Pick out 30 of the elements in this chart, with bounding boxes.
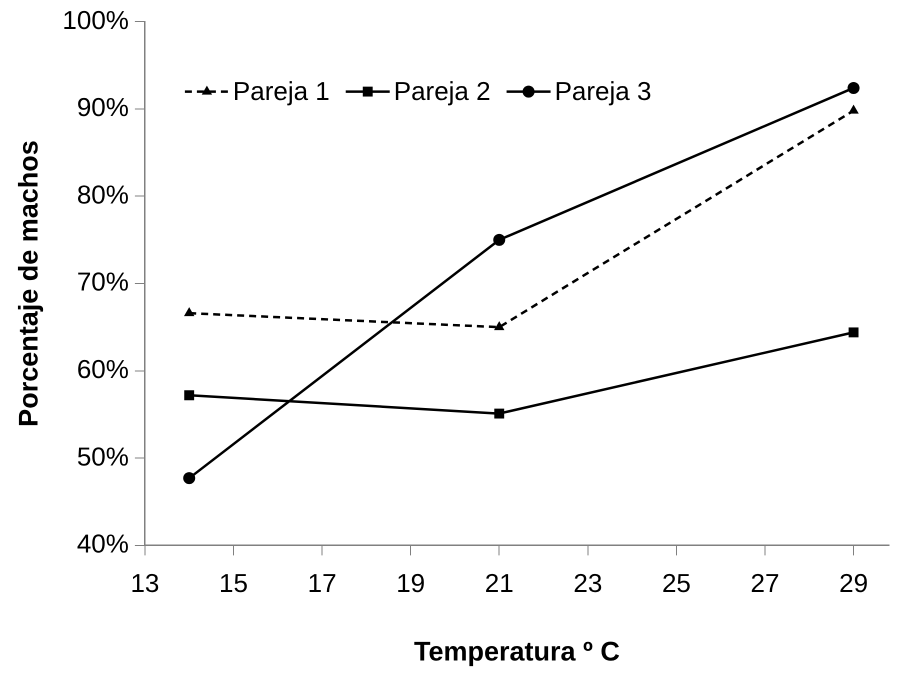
x-tick-label: 13	[130, 568, 160, 598]
point	[848, 327, 859, 338]
y-tick-label: 90%	[76, 92, 129, 122]
point	[848, 82, 860, 94]
legend-label: Pareja 1	[232, 76, 330, 106]
y-tick-label: 70%	[76, 266, 129, 297]
x-tick-label: 27	[750, 568, 780, 598]
x-tick-label: 25	[662, 568, 691, 598]
legend-label: Pareja 3	[554, 76, 652, 106]
y-tick-label: 100%	[62, 4, 129, 35]
legend-label: Pareja 2	[394, 76, 491, 106]
x-tick-label: 15	[219, 568, 248, 598]
point	[493, 234, 506, 246]
y-tick-label: 40%	[76, 528, 129, 559]
point	[494, 408, 504, 419]
point	[183, 472, 196, 484]
x-tick-label: 19	[396, 568, 426, 598]
x-tick-label: 23	[573, 568, 602, 598]
y-tick-label: 80%	[76, 179, 129, 210]
point	[184, 390, 194, 400]
y-axis-title: Porcentaje de machos	[14, 140, 44, 427]
x-tick-label: 17	[308, 568, 337, 598]
x-tick-label: 29	[839, 568, 868, 598]
x-axis-title: Temperatura º C	[414, 636, 620, 666]
point	[184, 307, 194, 316]
y-tick-label: 50%	[76, 441, 129, 472]
point	[494, 321, 504, 330]
x-tick-label: 21	[484, 568, 514, 598]
point	[848, 104, 859, 114]
y-tick-label: 60%	[76, 354, 129, 384]
